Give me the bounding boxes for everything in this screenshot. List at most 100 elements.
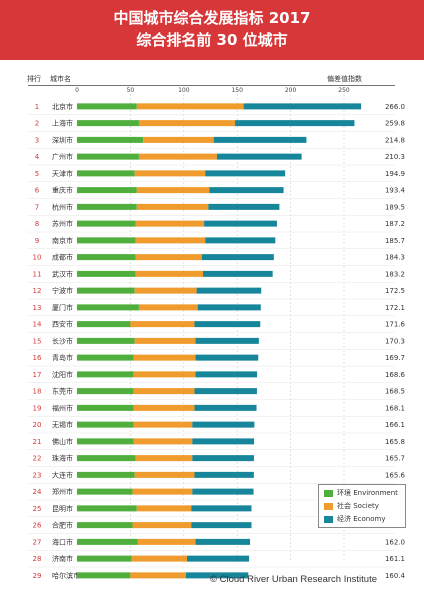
bar-segment-society: [134, 471, 195, 478]
bar-segment-economy: [204, 220, 277, 227]
chart-subtitle: 综合排名前 30 位城市: [136, 31, 288, 49]
rank-label: 15: [33, 337, 42, 345]
bar-segment-society: [135, 270, 204, 277]
bar-segment-environment: [77, 153, 139, 160]
bar-segment-environment: [77, 471, 135, 478]
total-label: 187.2: [385, 220, 405, 228]
city-label: 西安市: [52, 320, 73, 329]
header-value: 偏差值指数: [327, 74, 362, 83]
rank-label: 20: [33, 421, 42, 429]
bar-segment-society: [133, 438, 193, 445]
legend-swatch-environment: [324, 489, 333, 497]
bar-segment-economy: [205, 237, 276, 244]
bar-segment-economy: [195, 371, 258, 378]
bar-segment-economy: [243, 103, 362, 110]
header-rank: 排行: [27, 74, 41, 83]
bar-segment-environment: [77, 488, 133, 495]
bar-segment-society: [134, 287, 197, 294]
bar-segment-economy: [194, 471, 254, 478]
bar-segment-economy: [205, 170, 286, 177]
rank-label: 3: [35, 136, 39, 144]
city-label: 珠海市: [52, 454, 73, 463]
city-label: 广州市: [52, 152, 73, 161]
bar-segment-environment: [77, 354, 134, 361]
rank-label: 10: [33, 254, 42, 262]
bar-segment-environment: [77, 220, 136, 227]
bar-segment-environment: [77, 254, 136, 261]
rank-label: 9: [35, 237, 39, 245]
legend-label-environment: 环境 Environment: [337, 489, 398, 497]
city-label: 昆明市: [52, 504, 73, 513]
bar-segment-economy: [195, 337, 259, 344]
legend-item-society: 社会 Society: [324, 501, 379, 511]
legend-swatch-society: [324, 502, 333, 510]
legend: 环境 Environment 社会 Society 经济 Economy: [318, 484, 406, 528]
bar-segment-society: [135, 254, 202, 261]
bar-segment-environment: [77, 455, 136, 462]
total-label: 166.1: [385, 421, 405, 429]
bar-segment-society: [133, 388, 195, 395]
bar-segment-economy: [196, 287, 262, 294]
bar-segment-environment: [77, 103, 137, 110]
rank-label: 7: [35, 203, 39, 211]
bar-segment-society: [143, 136, 214, 143]
city-label: 长沙市: [52, 336, 73, 345]
bar-segment-society: [131, 555, 188, 562]
bar-segment-environment: [77, 270, 136, 277]
bar-segment-economy: [192, 455, 254, 462]
legend-label-economy: 经济 Economy: [337, 515, 386, 523]
rank-label: 8: [35, 220, 39, 228]
total-label: 168.5: [385, 388, 405, 396]
legend-label-society: 社会 Society: [337, 502, 379, 510]
chart-header: 中国城市综合发展指标 2017 综合排名前 30 位城市: [0, 0, 424, 60]
city-label: 上海市: [52, 119, 73, 128]
bar-segment-economy: [203, 270, 273, 277]
bar-segment-environment: [77, 555, 132, 562]
total-label: 189.5: [385, 203, 405, 211]
bar-segment-society: [137, 538, 196, 545]
city-label: 福州市: [52, 403, 73, 412]
total-label: 194.9: [385, 170, 405, 178]
total-label: 193.4: [385, 187, 406, 195]
city-label: 厦门市: [52, 303, 73, 312]
rank-label: 18: [33, 388, 42, 396]
rank-label: 2: [35, 120, 39, 128]
city-label: 东莞市: [52, 387, 73, 396]
bar-segment-society: [132, 522, 192, 529]
total-label: 165.6: [385, 471, 406, 479]
city-label: 苏州市: [52, 219, 73, 228]
bar-segment-environment: [77, 572, 131, 579]
bar-segment-society: [135, 220, 205, 227]
city-label: 天津市: [52, 169, 73, 178]
bar-segment-economy: [197, 304, 261, 311]
rank-label: 25: [33, 505, 42, 513]
city-label: 武汉市: [52, 269, 73, 278]
city-label: 哈尔滨市: [52, 571, 80, 580]
rank-label: 13: [33, 304, 42, 312]
bar-segment-economy: [194, 388, 257, 395]
city-label: 无锡市: [52, 420, 73, 429]
bar-segment-society: [136, 103, 244, 110]
total-label: 161.1: [385, 555, 405, 563]
source-credit: © Cloud River Urban Research Institute: [210, 574, 377, 585]
rank-label: 17: [33, 371, 42, 379]
bar-segment-economy: [187, 555, 250, 562]
city-label: 海口市: [52, 537, 73, 546]
x-tick-label: 250: [338, 87, 350, 94]
bar-segment-economy: [192, 438, 255, 445]
bar-segment-environment: [77, 337, 135, 344]
bar-segment-society: [136, 203, 209, 210]
x-tick-label: 200: [285, 87, 297, 94]
bar-segment-economy: [235, 120, 355, 127]
bar-segment-economy: [191, 522, 252, 529]
bar-segment-society: [138, 304, 198, 311]
bar-segment-environment: [77, 538, 138, 545]
bar-segment-economy: [185, 572, 249, 579]
rank-label: 22: [33, 455, 42, 463]
bar-segment-society: [133, 421, 193, 428]
total-label: 170.3: [385, 337, 405, 345]
bar-segment-economy: [191, 505, 252, 512]
bar-segment-economy: [201, 254, 274, 261]
bar-segment-society: [130, 572, 186, 579]
x-tick-label: 50: [127, 87, 135, 94]
